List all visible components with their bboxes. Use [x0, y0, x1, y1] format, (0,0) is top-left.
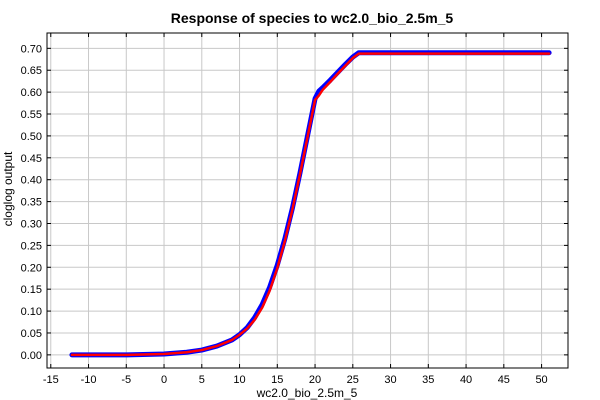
x-tick-label: 10 — [233, 374, 245, 386]
y-tick-label: 0.70 — [21, 43, 42, 55]
y-tick-label: 0.30 — [21, 218, 42, 230]
y-tick-label: 0.50 — [21, 131, 42, 143]
x-tick-label: 0 — [161, 374, 167, 386]
y-tick-label: 0.65 — [21, 65, 42, 77]
y-axis-label: cloglog output — [1, 151, 15, 226]
x-tick-label: -10 — [81, 374, 97, 386]
y-tick-label: 0.10 — [21, 306, 42, 318]
y-tick-label: 0.15 — [21, 284, 42, 296]
x-tick-label: 35 — [422, 374, 434, 386]
y-tick-label: 0.35 — [21, 197, 42, 209]
y-tick-label: 0.20 — [21, 262, 42, 274]
y-tick-label: 0.40 — [21, 175, 42, 187]
series-line-red — [70, 52, 551, 357]
x-tick-label: -15 — [43, 374, 59, 386]
x-tick-label: 25 — [347, 374, 359, 386]
y-tick-label: 0.45 — [21, 153, 42, 165]
chart-title: Response of species to wc2.0_bio_2.5m_5 — [171, 10, 454, 26]
x-tick-label: 15 — [271, 374, 283, 386]
y-tick-label: 0.55 — [21, 109, 42, 121]
plot-frame — [46, 32, 569, 369]
x-tick-label: -5 — [121, 374, 131, 386]
x-axis-label: wc2.0_bio_2.5m_5 — [256, 386, 358, 400]
x-tick-label: 20 — [309, 374, 321, 386]
x-tick-label: 50 — [535, 374, 547, 386]
x-tick-label: 40 — [460, 374, 472, 386]
x-tick-label: 30 — [384, 374, 396, 386]
x-tick-label: 5 — [199, 374, 205, 386]
y-tick-label: 0.05 — [21, 328, 42, 340]
tick-layer: -15 -10 -5 0 5 10 15 20 25 30 35 40 45 50 0.00 0.05 0.10… — [21, 33, 568, 386]
y-tick-label: 0.60 — [21, 87, 42, 99]
y-tick-label: 0.25 — [21, 240, 42, 252]
y-tick-label: 0.00 — [21, 350, 42, 362]
x-tick-label: 45 — [498, 374, 510, 386]
series-layer — [69, 50, 552, 358]
